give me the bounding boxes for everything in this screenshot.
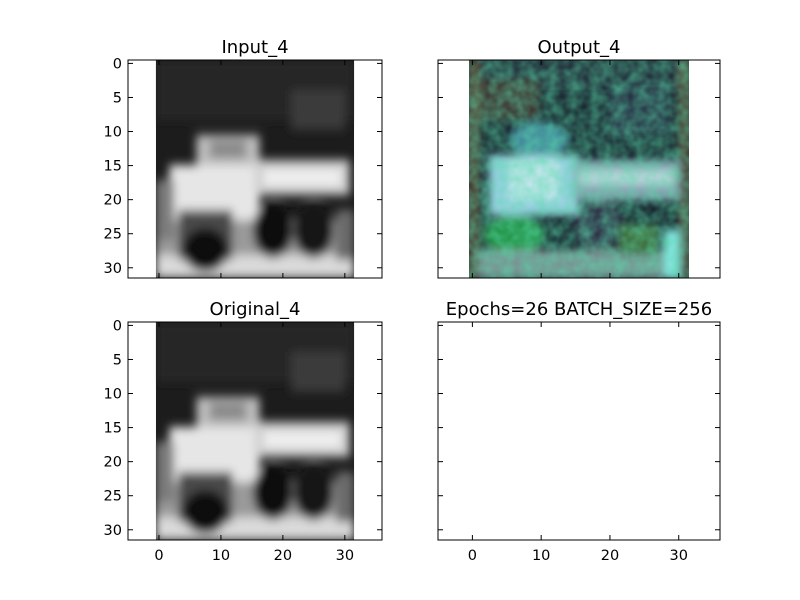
x-tick-label: 30 xyxy=(336,548,354,564)
subplot-title: Output_4 xyxy=(538,37,621,58)
y-tick-label: 25 xyxy=(104,227,122,243)
y-tick-label: 25 xyxy=(104,489,122,505)
image-1 xyxy=(156,60,354,278)
x-tick-label: 10 xyxy=(212,548,230,564)
y-tick-label: 5 xyxy=(113,90,122,106)
y-tick-label: 20 xyxy=(104,193,122,209)
image-3 xyxy=(156,322,354,540)
x-tick-label: 0 xyxy=(154,548,163,564)
y-tick-label: 30 xyxy=(104,523,122,539)
y-tick-label: 5 xyxy=(113,352,122,368)
axes-frame xyxy=(127,321,383,541)
y-tick-label: 10 xyxy=(104,125,122,141)
x-tick-label: 0 xyxy=(468,548,477,564)
subplot-title: Original_4 xyxy=(210,299,301,320)
subplot-3: 0 10 20 30 0 5 10 15 20 25 30 Original_4 xyxy=(104,299,383,564)
y-tick-label: 30 xyxy=(104,261,122,277)
y-tick-label: 0 xyxy=(113,318,122,334)
x-tick-label: 10 xyxy=(532,548,550,564)
y-tick-label: 20 xyxy=(104,455,122,471)
axes-frame xyxy=(127,59,383,279)
subplot-4: 0 10 20 30 Epochs=26 BATCH_SIZE=256 xyxy=(437,299,721,564)
x-tick-label: 20 xyxy=(601,548,619,564)
subplot-title: Epochs=26 BATCH_SIZE=256 xyxy=(446,299,712,320)
y-tick-label: 15 xyxy=(104,421,122,437)
y-tick-label: 10 xyxy=(104,387,122,403)
axes-frame xyxy=(437,321,721,541)
y-tick-label: 15 xyxy=(104,159,122,175)
subplot-title: Input_4 xyxy=(221,37,288,58)
x-tick-label: 30 xyxy=(670,548,688,564)
x-tick-label: 20 xyxy=(274,548,292,564)
subplot-2: Output_4 xyxy=(437,37,721,279)
subplot-1: 0 5 10 15 20 25 30 Input_4 xyxy=(104,37,383,279)
image-2 xyxy=(469,60,689,278)
y-tick-label: 0 xyxy=(113,56,122,72)
axes-frame xyxy=(437,59,721,279)
